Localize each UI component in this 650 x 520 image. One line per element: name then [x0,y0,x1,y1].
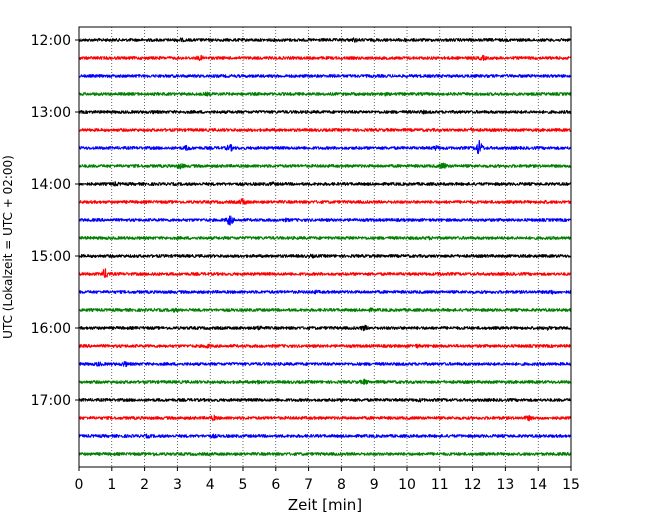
trace-13 [78,268,572,279]
x-tick-label-9: 9 [370,477,379,493]
x-tick-label-11: 11 [431,477,449,493]
trace-10 [78,215,572,226]
x-tick-label-2: 2 [140,477,149,493]
trace-14 [78,289,572,295]
x-axis-ticks: 0 1 2 3 4 5 6 7 8 9 10 11 12 13 14 15 [75,467,580,493]
y-tick-label-4: 16:00 [31,321,71,337]
x-tick-label-10: 10 [398,477,416,493]
x-tick-label-0: 0 [75,477,84,493]
x-tick-label-5: 5 [239,477,248,493]
y-tick-label-5: 17:00 [31,393,71,409]
y-axis-ticks: 12:00 13:00 14:00 15:00 16:00 17:00 [31,33,79,409]
trace-5 [78,127,572,133]
x-tick-label-8: 8 [337,477,346,493]
x-tick-label-12: 12 [464,477,482,493]
trace-6 [78,140,572,155]
trace-22 [78,433,572,439]
trace-3 [78,91,572,97]
trace-15 [78,307,572,313]
trace-17 [78,343,572,349]
x-tick-label-7: 7 [304,477,313,493]
x-tick-label-4: 4 [206,477,215,493]
x-axis-label: Zeit [min] [288,496,362,514]
trace-9 [78,197,572,205]
trace-21 [78,414,572,422]
trace-18 [78,360,572,368]
vertical-grid [111,27,539,467]
y-tick-label-3: 15:00 [31,249,71,265]
trace-19 [78,378,572,385]
plot-frame [78,26,572,468]
y-tick-label-1: 13:00 [31,105,71,121]
x-tick-label-1: 1 [107,477,116,493]
x-tick-label-15: 15 [562,477,580,493]
trace-20 [78,397,572,403]
trace-23 [78,452,572,457]
y-axis-label: UTC (Lokalzeit = UTC + 02:00) [1,155,15,339]
x-tick-label-14: 14 [529,477,547,493]
trace-4 [78,109,572,115]
y-tick-label-2: 14:00 [31,177,71,193]
x-tick-label-6: 6 [271,477,280,493]
y-tick-label-0: 12:00 [31,33,71,49]
trace-0 [78,37,572,43]
trace-2 [78,73,572,78]
trace-11 [78,235,572,241]
trace-8 [78,181,572,187]
trace-16 [78,324,572,332]
trace-7 [78,162,572,170]
traces [78,37,572,457]
x-tick-label-13: 13 [496,477,514,493]
x-tick-label-3: 3 [173,477,182,493]
trace-12 [78,253,572,259]
trace-1 [78,54,572,62]
